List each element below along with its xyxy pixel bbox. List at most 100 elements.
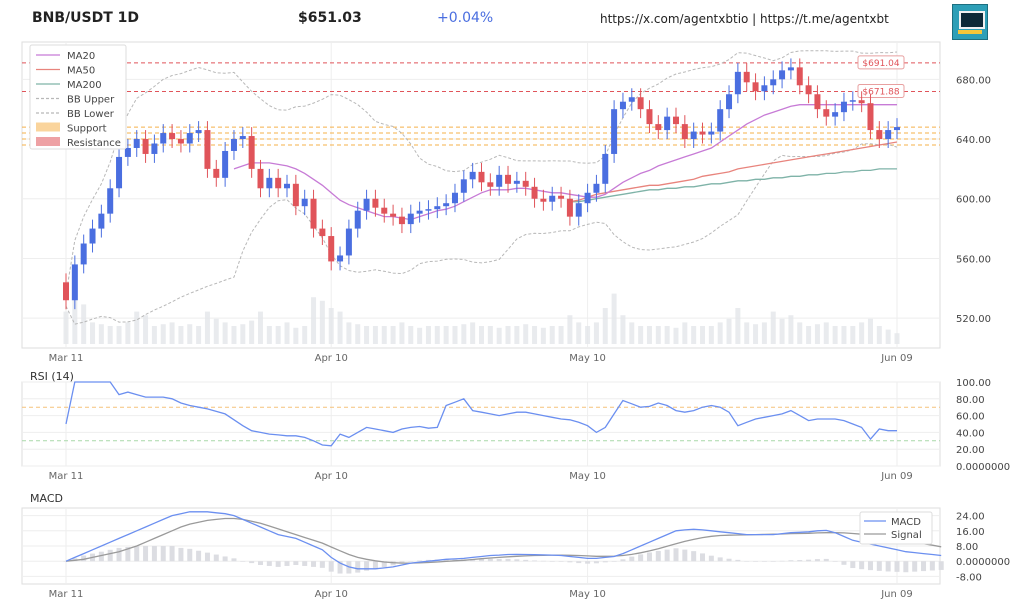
candle-body: [275, 177, 282, 189]
candle-body: [434, 206, 441, 210]
y-tick-label: 24.00: [956, 512, 985, 523]
legend-label: BB Lower: [67, 109, 115, 120]
volume-bar: [523, 324, 529, 344]
macd-histogram-bar: [505, 558, 511, 562]
social-links[interactable]: https://x.com/agentxbtio | https://t.me/…: [600, 12, 889, 26]
volume-bar: [346, 322, 352, 344]
macd-histogram-bar: [602, 561, 608, 563]
volume-bar: [222, 322, 228, 344]
candle-body: [142, 139, 149, 154]
candle-body: [266, 177, 273, 189]
candle-body: [248, 136, 255, 169]
candle-body: [672, 116, 679, 125]
y-tick-label: 8.00: [956, 542, 978, 553]
candle-body: [496, 174, 503, 187]
x-tick-label: Apr 10: [315, 471, 348, 482]
volume-bar: [231, 326, 237, 344]
candle-body: [726, 94, 733, 110]
volume-bar: [691, 326, 697, 344]
macd-histogram-bar: [496, 558, 502, 562]
macd-histogram-bar: [417, 560, 423, 562]
legend-label: Signal: [891, 530, 922, 541]
candle-body: [664, 116, 671, 131]
macd-histogram-bar: [222, 556, 228, 562]
macd-legend: [859, 511, 933, 545]
macd-histogram-bar: [266, 561, 272, 566]
macd-histogram-bar: [841, 561, 847, 565]
candle-body: [513, 180, 520, 184]
macd-histogram-bar: [646, 552, 652, 562]
volume-bar: [673, 327, 679, 344]
macd-histogram-bar: [231, 558, 237, 562]
candle-body: [292, 183, 299, 207]
macd-histogram-bar: [337, 561, 343, 574]
volume-bar: [319, 300, 325, 344]
volume-bar: [160, 324, 166, 344]
rsi-line: [65, 381, 897, 447]
volume-bar: [98, 324, 104, 344]
macd-histogram-bar: [717, 557, 723, 562]
volume-bar: [867, 318, 873, 344]
volume-bar: [311, 297, 317, 344]
candle-body: [549, 195, 556, 202]
volume-bar: [876, 326, 882, 344]
candle-body: [186, 133, 193, 144]
volume-bar: [788, 315, 794, 344]
macd-histogram-bar: [196, 550, 202, 562]
macd-histogram-bar: [178, 547, 184, 562]
macd-histogram-bar: [187, 548, 193, 562]
legend-swatch: [36, 137, 60, 146]
candle-body: [116, 156, 123, 189]
volume-bar: [823, 322, 829, 344]
volume-bar: [169, 322, 175, 344]
volume-bar: [328, 308, 334, 344]
macd-histogram-bar: [523, 559, 529, 562]
legend-label: BB Upper: [67, 95, 115, 106]
candle-body: [177, 139, 184, 144]
macd-histogram-bar: [319, 561, 325, 568]
macd-histogram-bar: [788, 560, 794, 562]
y-tick-label: 640.00: [956, 135, 991, 146]
candle-body: [885, 130, 892, 140]
candle-body: [734, 71, 741, 95]
macd-histogram-bar: [204, 552, 210, 562]
y-tick-label: 0.0000000: [956, 462, 1010, 473]
macd-histogram-bar: [479, 558, 484, 562]
volume-bar: [443, 326, 449, 344]
macd-histogram-bar: [744, 561, 750, 562]
volume-bar: [770, 311, 776, 344]
volume-bar: [629, 322, 635, 344]
volume-bar: [63, 311, 69, 344]
macd-histogram-bar: [372, 561, 378, 570]
y-tick-label: 60.00: [956, 412, 985, 423]
x-tick-label: Mar 11: [49, 589, 84, 600]
candle-body: [345, 228, 352, 256]
y-tick-label: 520.00: [956, 314, 991, 325]
legend-label: MACD: [891, 517, 921, 528]
macd-histogram-bar: [355, 561, 361, 573]
candle-body: [619, 101, 626, 110]
rsi-title: RSI (14): [30, 370, 74, 383]
macd-histogram-bar: [673, 548, 679, 562]
volume-bar: [204, 311, 210, 344]
candle-body: [478, 171, 485, 183]
macd-histogram-bar: [921, 561, 927, 572]
candle-body: [690, 131, 697, 140]
volume-bar: [425, 326, 431, 344]
candle-body: [814, 94, 821, 110]
candle-body: [779, 70, 786, 80]
volume-bar: [408, 326, 414, 344]
macd-histogram-bar: [823, 558, 829, 562]
volume-bar: [814, 324, 820, 344]
candle-body: [858, 100, 865, 104]
candle-body: [257, 168, 264, 189]
candle-body: [407, 213, 414, 225]
panel-frame: [21, 381, 941, 467]
candle-body: [849, 100, 856, 102]
resistance-label-box: [857, 55, 905, 70]
y-tick-label: 560.00: [956, 254, 991, 265]
volume-bar: [646, 326, 652, 344]
macd-histogram-bar: [540, 560, 546, 562]
macd-histogram-bar: [797, 560, 803, 562]
legend-box: [859, 511, 933, 545]
